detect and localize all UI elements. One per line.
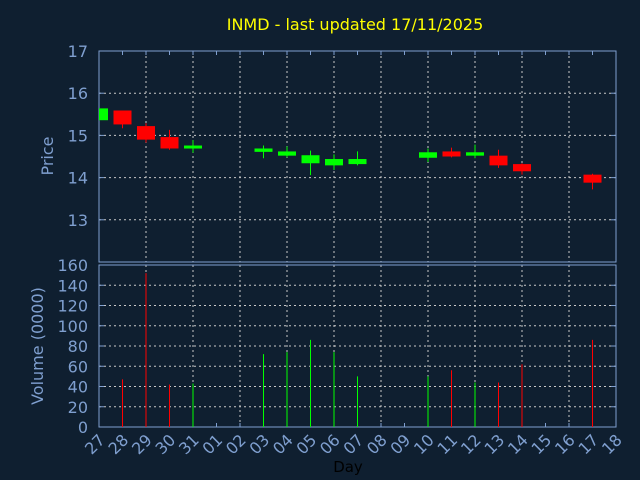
volume-tick-label: 80 <box>68 337 88 356</box>
candle-body <box>254 148 273 152</box>
volume-tick-label: 0 <box>78 418 88 437</box>
volume-tick-label: 160 <box>57 256 88 275</box>
candles <box>99 108 602 190</box>
candle-body <box>442 151 461 157</box>
price-plot-frame <box>98 50 617 263</box>
volume-tick-label: 120 <box>57 297 88 316</box>
grid <box>98 50 617 428</box>
volume-tick-label: 40 <box>68 378 88 397</box>
candle-body <box>419 152 437 158</box>
volume-tick-label: 140 <box>57 276 88 295</box>
candle-body <box>348 159 367 165</box>
candle-body <box>278 151 296 156</box>
marks <box>99 108 602 427</box>
candle-body <box>113 110 132 125</box>
price-axis-label: Price <box>38 136 57 175</box>
price-tick-label: 15 <box>68 126 88 145</box>
candle-body <box>513 164 531 172</box>
candle-body <box>137 126 155 140</box>
price-tick-label: 14 <box>68 169 88 188</box>
price-tick-label: 13 <box>68 211 88 230</box>
chart-title: INMD - last updated 17/11/2025 <box>227 15 484 34</box>
candle-body <box>99 108 108 121</box>
volume-tick-label: 100 <box>57 317 88 336</box>
candle-body <box>583 174 602 183</box>
volume-tick-label: 60 <box>68 357 88 376</box>
volume-axis-label: Volume (0000) <box>28 287 47 405</box>
x-tick-label: 18 <box>598 430 626 458</box>
volume-tick-label: 20 <box>68 398 88 417</box>
price-tick-label: 17 <box>68 42 88 61</box>
tick-labels: 1314151617020406080100120140160272829303… <box>57 42 625 458</box>
candle-body <box>184 145 202 149</box>
candle-body <box>325 159 343 166</box>
x-axis-label: Day <box>333 458 363 476</box>
candle-body <box>466 152 484 156</box>
price-tick-label: 16 <box>68 84 88 103</box>
candle-body <box>489 155 508 166</box>
candle-body <box>301 155 320 164</box>
candle-body <box>160 137 179 149</box>
